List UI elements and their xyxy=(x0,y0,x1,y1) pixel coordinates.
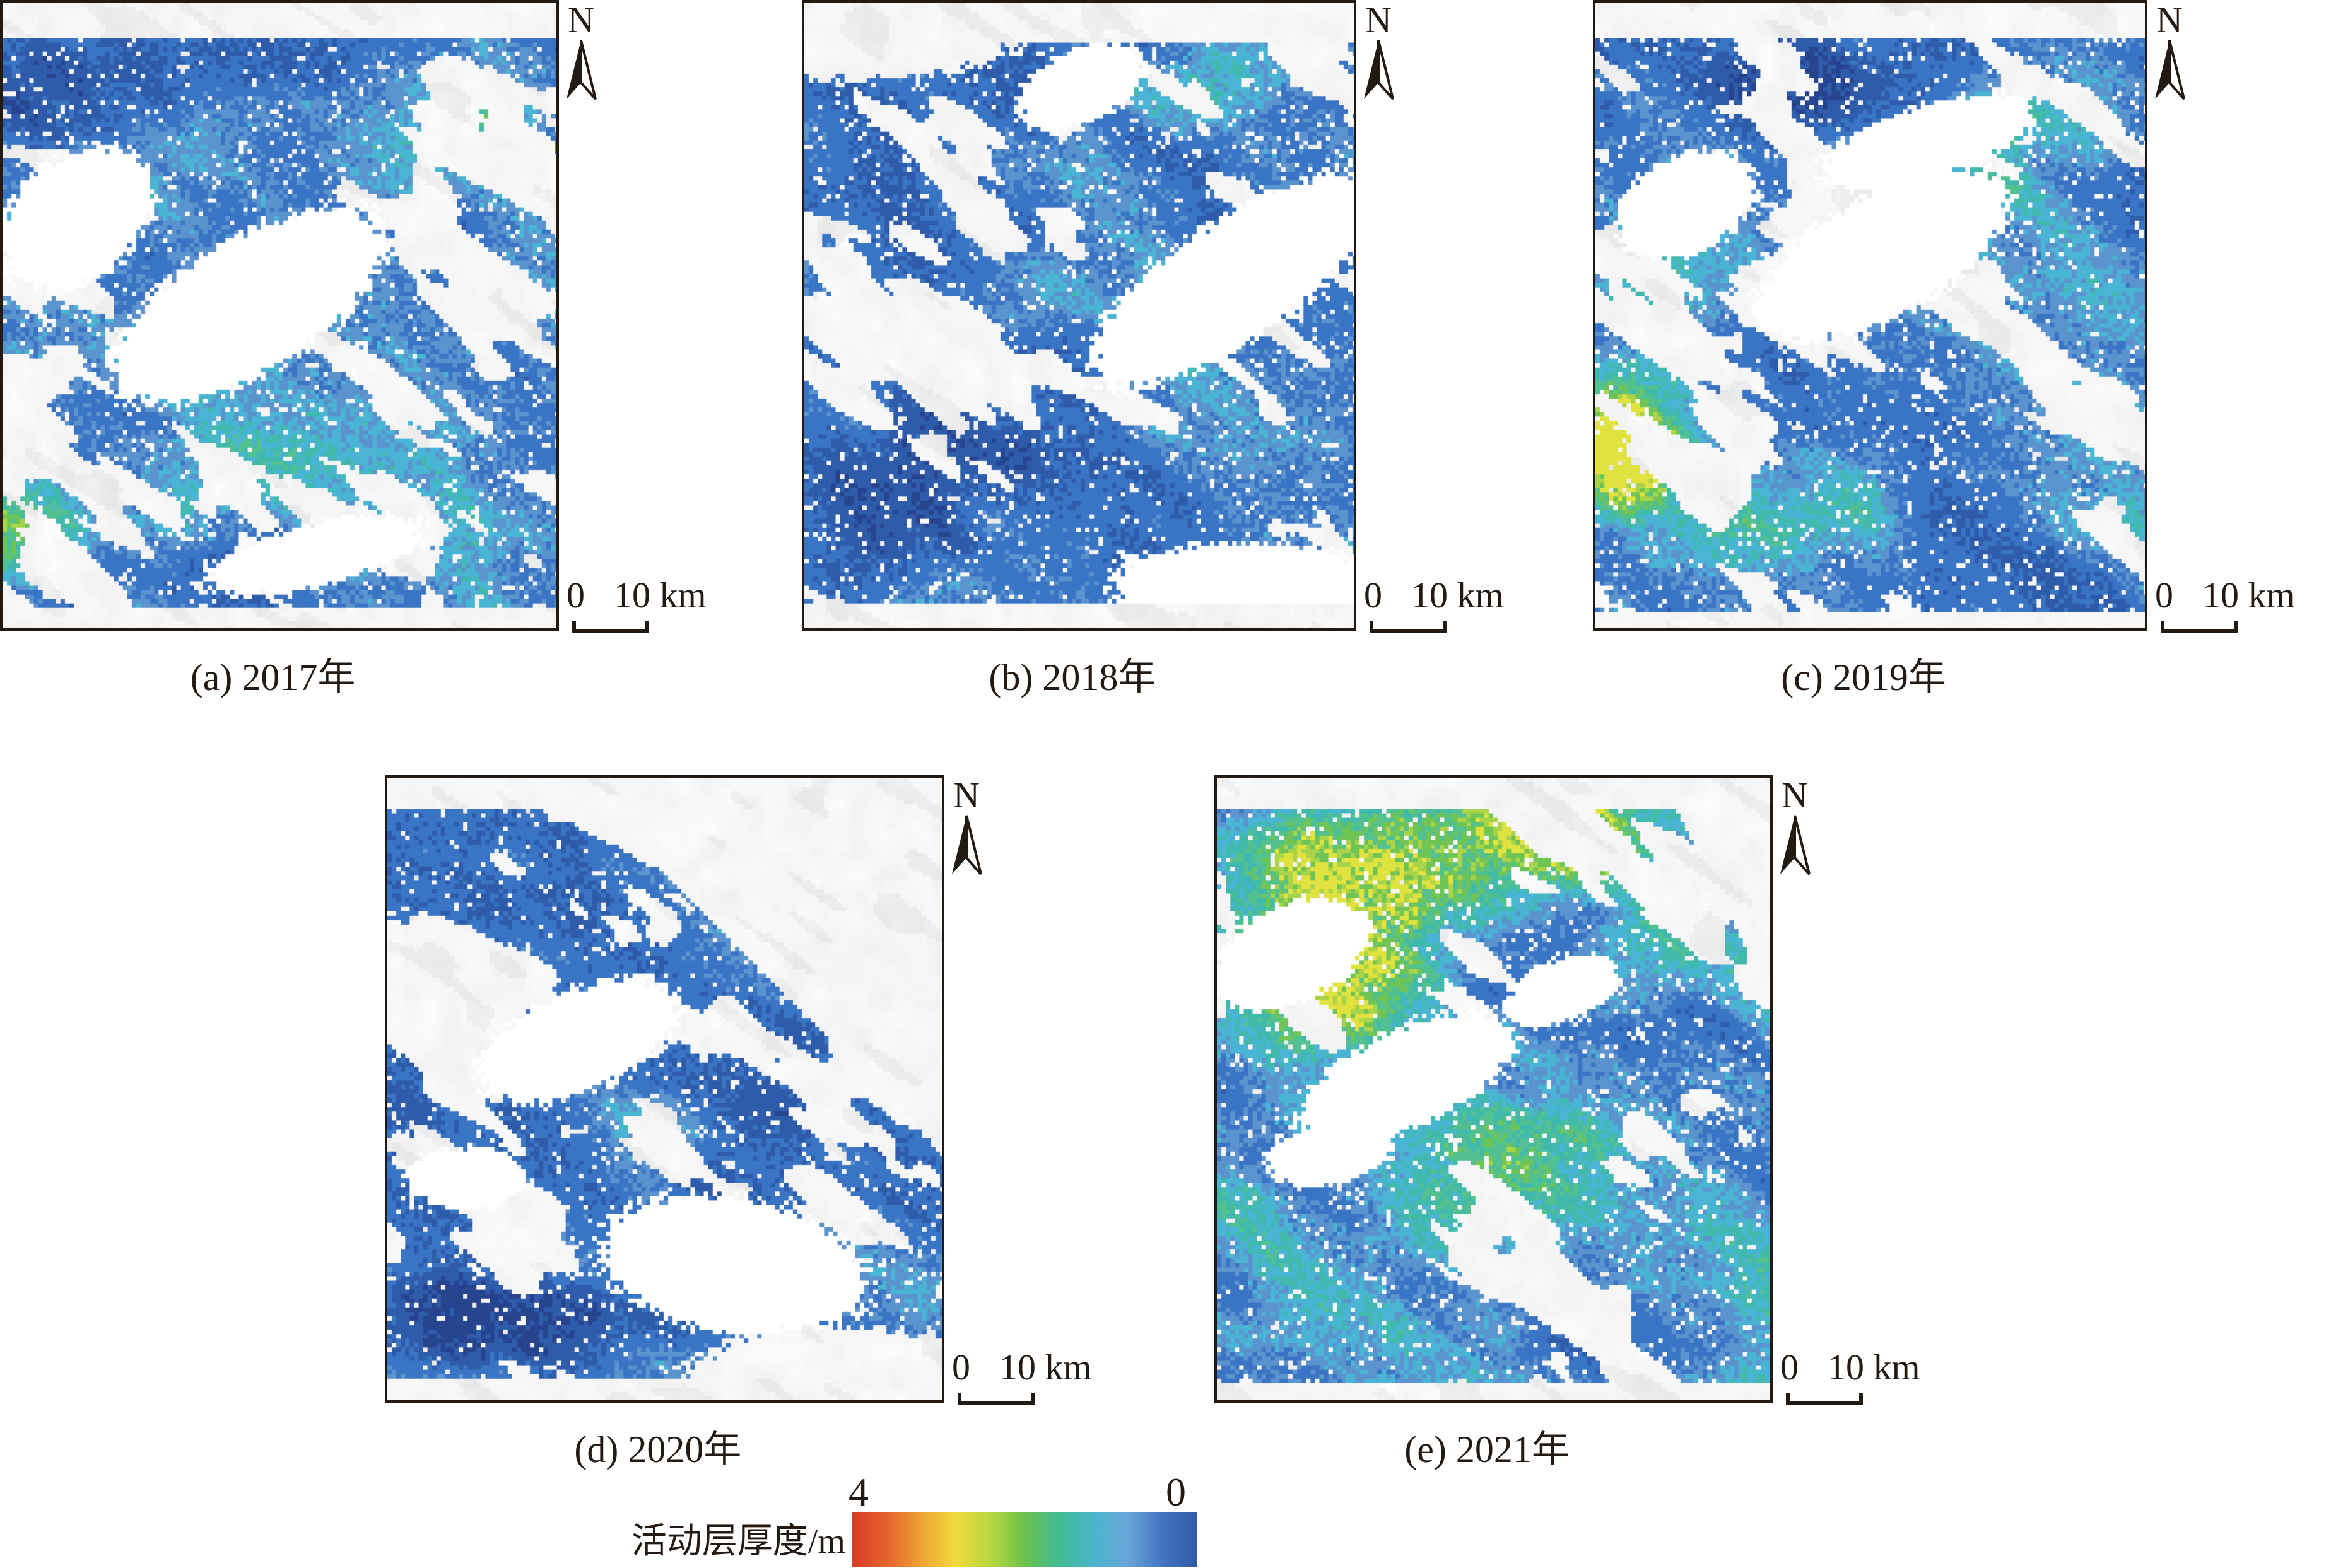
map-panel-a: N 0 10 km (a) 2017年 xyxy=(0,0,707,698)
legend-color-ramp xyxy=(852,1512,1197,1567)
north-arrow-icon xyxy=(1780,815,1811,875)
north-indicator: N xyxy=(561,0,601,101)
legend-title: 活动层厚度/m xyxy=(631,1522,845,1561)
panel-caption-e: (e) 2021年 xyxy=(1404,1429,1570,1470)
scale-bar-bracket xyxy=(2161,621,2238,633)
scale-bar: 0 10 km xyxy=(952,1347,1141,1407)
scale-bar-bracket xyxy=(958,1393,1035,1405)
scale-bar-labels: 0 10 km xyxy=(952,1347,1141,1388)
legend-max-tick: 4 xyxy=(848,1470,869,1514)
scale-bar-labels: 0 10 km xyxy=(1780,1347,1970,1388)
scale-bar-labels: 0 10 km xyxy=(1364,575,1553,616)
scale-distance-label: 10 km xyxy=(999,1347,1092,1388)
panel-caption-a: (a) 2017年 xyxy=(190,657,356,698)
north-label: N xyxy=(2156,0,2183,40)
alt-raster-map-2021 xyxy=(1217,778,1770,1400)
map-panel-c: N 0 10 km (c) 2019年 xyxy=(1593,0,2295,698)
scale-zero-label: 0 xyxy=(2155,575,2173,616)
north-indicator: N xyxy=(2150,0,2189,101)
panel-caption-d: (d) 2020年 xyxy=(574,1429,742,1470)
scale-bar-bracket xyxy=(1786,1393,1863,1405)
north-indicator: N xyxy=(947,775,986,876)
north-arrow-icon xyxy=(952,815,982,875)
alt-raster-map-2019 xyxy=(1595,3,2145,628)
north-indicator: N xyxy=(1359,0,1398,101)
scale-zero-label: 0 xyxy=(1364,575,1382,616)
scale-zero-label: 0 xyxy=(952,1347,970,1388)
scale-bar-labels: 0 10 km xyxy=(567,575,756,616)
alt-raster-map-2017 xyxy=(3,3,556,628)
alt-raster-map-2020 xyxy=(387,778,942,1400)
scale-bar: 0 10 km xyxy=(1364,575,1553,635)
map-panel-e: N 0 10 km (e) 2021年 xyxy=(1214,775,1920,1470)
north-label: N xyxy=(568,0,594,40)
panel-caption-b: (b) 2018年 xyxy=(989,657,1156,698)
scale-bar-labels: 0 10 km xyxy=(2155,575,2331,616)
map-panel-d: N 0 10 km (d) 2020年 xyxy=(385,775,1092,1470)
north-label: N xyxy=(953,775,980,816)
scale-bar-bracket xyxy=(1370,621,1447,633)
scale-bar-bracket xyxy=(572,621,649,633)
scale-zero-label: 0 xyxy=(1780,1347,1799,1388)
scale-distance-label: 10 km xyxy=(614,575,707,616)
scale-bar: 0 10 km xyxy=(567,575,756,635)
scale-distance-label: 10 km xyxy=(1828,1347,1920,1388)
scale-distance-label: 10 km xyxy=(2202,575,2295,616)
north-label: N xyxy=(1782,775,1808,816)
scale-distance-label: 10 km xyxy=(1411,575,1504,616)
north-label: N xyxy=(1365,0,1392,40)
scale-zero-label: 0 xyxy=(567,575,585,616)
north-indicator: N xyxy=(1775,775,1814,876)
panel-caption-c: (c) 2019年 xyxy=(1781,657,1946,698)
north-arrow-icon xyxy=(2155,40,2185,100)
alt-raster-map-2018 xyxy=(804,3,1354,628)
north-arrow-icon xyxy=(567,40,597,100)
scale-bar: 0 10 km xyxy=(2155,575,2331,635)
legend-min-tick: 0 xyxy=(1166,1470,1186,1514)
scale-bar: 0 10 km xyxy=(1780,1347,1970,1407)
map-panel-b: N 0 10 km (b) 2018年 xyxy=(802,0,1504,698)
north-arrow-icon xyxy=(1364,40,1394,100)
